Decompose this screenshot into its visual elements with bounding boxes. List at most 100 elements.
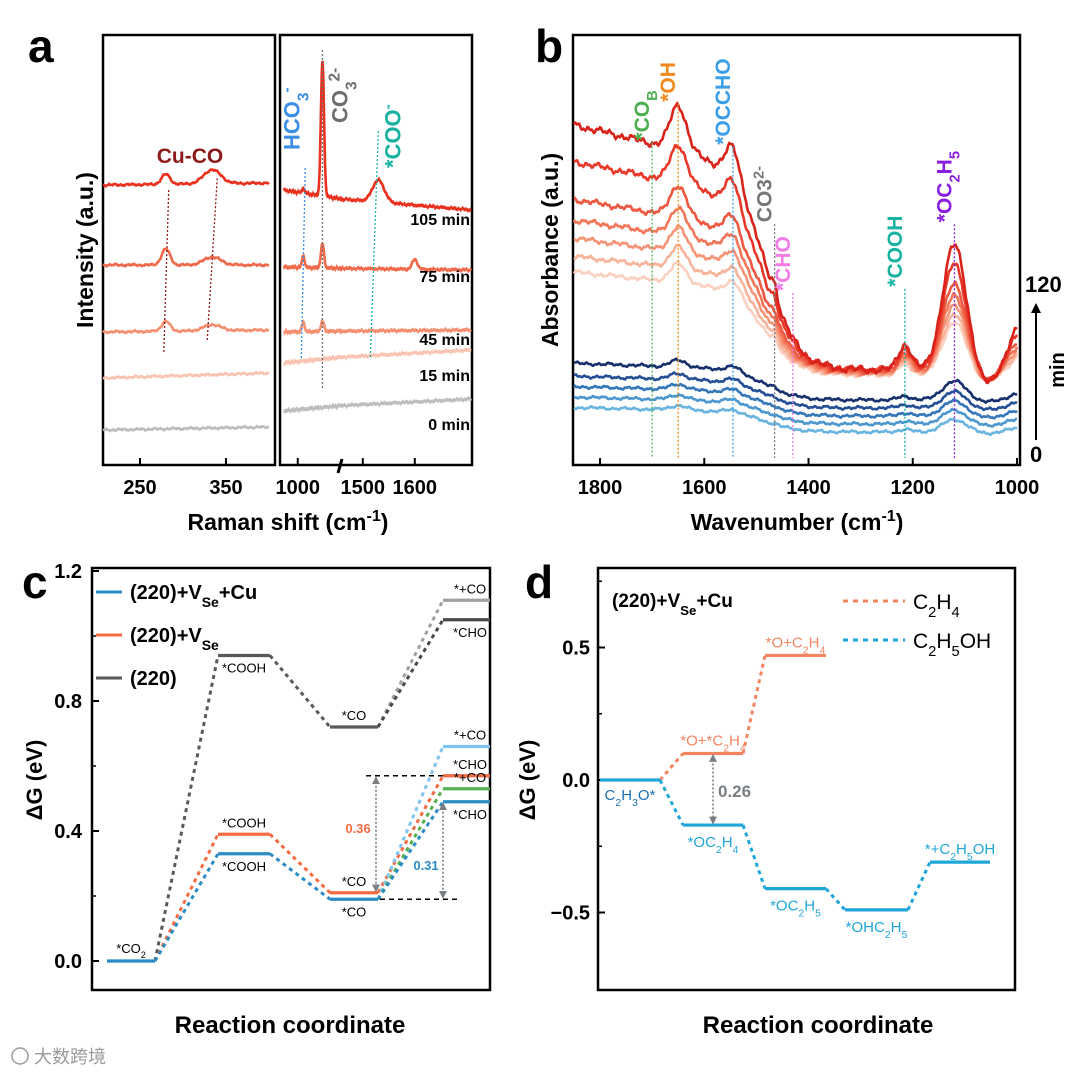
x-axis-label: Reaction coordinate	[703, 1012, 934, 1039]
spectrum-11	[572, 100, 1018, 385]
connector-dashed	[268, 654, 332, 728]
y-tick-label: 0.0	[562, 770, 590, 792]
spectrum-10	[573, 144, 1019, 383]
level-label: *CHO	[453, 625, 487, 640]
connector-dashed	[153, 655, 220, 962]
level-label: *CO	[342, 904, 367, 919]
connector-dashed	[906, 861, 932, 911]
spectrum-left-15-min	[102, 370, 270, 381]
spectrum-left-0-min	[102, 424, 270, 433]
hco3-label: HCO3-	[278, 87, 312, 150]
connector-dashed	[269, 852, 331, 901]
y-tick-label: 0.4	[54, 821, 83, 843]
x-tick-label: 1500	[341, 477, 386, 499]
band-label: *OC2H5	[933, 151, 963, 222]
panel-label-a: a	[28, 20, 54, 72]
band-label: CO32-	[752, 166, 777, 222]
band-label: *OCCHO	[712, 58, 735, 144]
connector-dashed	[153, 852, 220, 962]
level-label: *+C2H5OH	[925, 841, 995, 863]
time-axis-top: 120	[1025, 272, 1062, 297]
plot-frame	[571, 33, 1022, 467]
level-label: C2H3O*	[605, 787, 656, 809]
band-label: *COOH	[884, 216, 907, 287]
level-label: *CO	[342, 874, 367, 889]
panel-label-d: d	[525, 556, 553, 608]
band-label: *OH	[657, 62, 680, 102]
plot-frame-left	[101, 33, 277, 467]
x-tick-label: 1600	[682, 477, 727, 499]
legend-label: C2H4	[913, 591, 960, 621]
spectrum-right-105-min	[282, 60, 472, 213]
time-label: 75 min	[419, 269, 470, 286]
spectrum-right-75-min	[282, 241, 473, 274]
coo-label: *COO-	[379, 104, 406, 168]
band-label: *CHO	[772, 236, 795, 291]
time-label: 0 min	[428, 417, 470, 434]
axis-break-mark	[336, 458, 344, 474]
x-tick-label: 1000	[995, 477, 1040, 499]
energy-gap-label: 0.31	[413, 858, 438, 873]
level-label: *CHO	[453, 757, 487, 772]
time-label: 15 min	[419, 368, 470, 385]
level-label: *COOH	[222, 859, 266, 874]
level-label: *COOH	[222, 815, 266, 830]
y-axis-label: Absorbance (a.u.)	[537, 153, 563, 347]
y-axis-label: ΔG (eV)	[22, 740, 47, 821]
connector-dashed	[376, 618, 445, 728]
y-tick-label: 0.5	[562, 638, 590, 660]
spectrum-2	[573, 382, 1018, 420]
y-tick-label: 0.0	[54, 951, 82, 973]
band-label: *COB	[631, 90, 661, 140]
plot-frame	[90, 566, 492, 992]
spectrum-5	[572, 260, 1018, 383]
system-label: (220)+VSe+Cu	[612, 591, 733, 618]
level-label: *O+C2H4	[766, 634, 826, 656]
connector-dashed	[376, 775, 445, 894]
connector-dashed	[153, 833, 220, 962]
connector-dashed	[376, 745, 445, 900]
y-axis-label: Intensity (a.u.)	[72, 172, 98, 328]
connector-dashed	[376, 787, 445, 901]
spectrum-left-75-min	[102, 247, 270, 268]
coo-guide-line	[369, 129, 380, 358]
watermark: 大数跨境	[11, 1047, 106, 1067]
panel-a-raman: 0 min 15 min 45 min 75 min 105 min Cu-CO HCO3-…	[72, 33, 474, 535]
x-tick-label: 1200	[891, 477, 936, 499]
level-label: *+CO	[454, 770, 486, 785]
panel-label-b: b	[535, 20, 563, 72]
time-label: 45 min	[419, 332, 470, 349]
connector-dashed	[741, 824, 767, 890]
connector-dashed	[658, 752, 685, 781]
x-tick-label: 1800	[578, 477, 623, 499]
x-tick-label: 1600	[393, 477, 438, 499]
level-label: *CO2	[116, 941, 146, 960]
x-axis-label: Reaction coordinate	[175, 1012, 406, 1039]
y-tick-label: 1.2	[54, 561, 82, 583]
level-label: *OHC2H5	[846, 919, 908, 941]
x-tick-label: 1000	[276, 477, 321, 499]
panel-c-energy-diagram: 0.0 0.4 0.8 1.2 ΔG (eV) Reaction coordinate *C…	[22, 561, 492, 1039]
connector-dashed	[824, 887, 847, 911]
panel-label-c: c	[22, 556, 48, 608]
spectrum-1	[574, 393, 1017, 429]
level-label: *CO	[342, 708, 367, 723]
connector-dashed	[376, 800, 445, 901]
x-tick-label: 250	[123, 477, 156, 499]
connector-dashed	[658, 779, 685, 826]
spectrum-0	[573, 403, 1018, 437]
legend-label: C2H5OH	[913, 630, 991, 660]
legend-label: (220)	[130, 668, 177, 690]
level-label: *OC2H4	[688, 834, 739, 856]
time-label: 105 min	[410, 212, 470, 229]
spectrum-left-45-min	[102, 319, 270, 335]
level-label: *+CO	[454, 728, 486, 743]
co3-label: CO32-	[326, 68, 360, 123]
y-tick-label: 0.8	[54, 691, 82, 713]
level-label: *OC2H5	[770, 898, 821, 920]
spectrum-right-45-min	[282, 318, 472, 336]
cu-co-guide-line	[163, 187, 170, 353]
panel-d-energy-diagram: 0.5 0.0 −0.5 ΔG (eV) Reaction coordinate (220…	[515, 566, 1017, 1039]
time-axis-bottom: 0	[1030, 442, 1042, 467]
panel-b-ftir: *COB*OH *OCCHO CO32- *CHO *COOH *OC2H5 1800 160…	[537, 33, 1069, 535]
